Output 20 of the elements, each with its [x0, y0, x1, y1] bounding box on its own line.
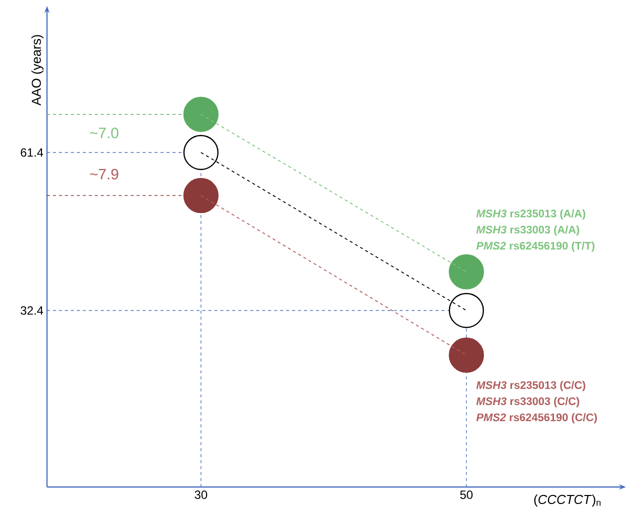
- x-tick-label: 50: [460, 490, 473, 499]
- x-tick-label: 30: [194, 490, 208, 499]
- annotation: MSH3 rs33003 (C/C): [476, 397, 580, 408]
- annotation: PMS2 rs62456190 (T/T): [476, 242, 594, 252]
- point: [448, 292, 484, 328]
- y-axis-title: AAO (years): [31, 35, 44, 106]
- annotation: ~7.0: [90, 128, 118, 138]
- point: [183, 96, 219, 132]
- point: [183, 134, 219, 170]
- annotation: MSH3 rs33003 (A/A): [476, 225, 580, 236]
- annotation: ~7.9: [90, 168, 118, 180]
- y-tick-label: 61.4: [20, 148, 44, 157]
- point: [448, 338, 484, 373]
- point: [183, 178, 219, 214]
- point: [448, 254, 484, 290]
- annotation: MSH3 rs235013 (A/A): [476, 209, 586, 220]
- y-tick-label: 32.4: [20, 306, 44, 315]
- annotation: PMS2 rs62456190 (C/C): [476, 413, 597, 424]
- annotation: MSH3 rs235013 (C/C): [476, 380, 586, 392]
- x-axis-title: (CCCTCT)$_{n}$: [534, 494, 601, 507]
